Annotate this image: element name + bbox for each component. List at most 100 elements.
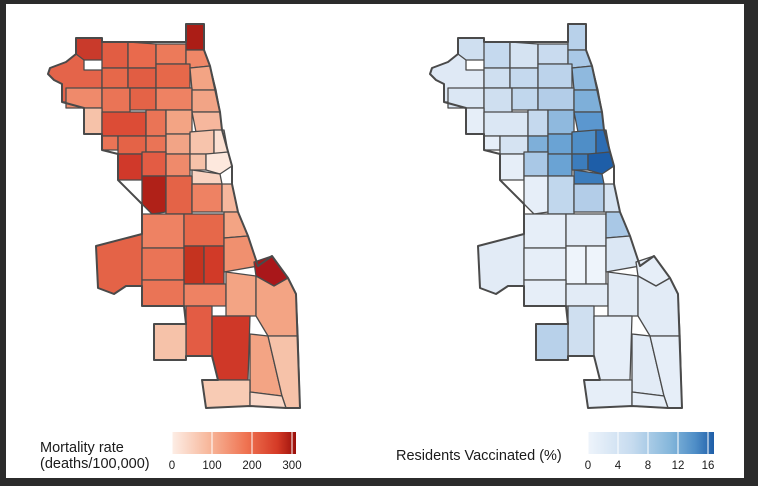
mortality-tick-label: 100 — [202, 460, 222, 472]
community-area — [101, 87, 131, 115]
community-area — [547, 175, 575, 215]
community-area — [537, 63, 573, 89]
community-area — [483, 87, 513, 115]
community-area — [457, 37, 487, 61]
mortality-bar-ticks — [171, 432, 293, 454]
community-area — [523, 247, 567, 281]
community-area — [565, 213, 607, 247]
mortality-legend-title-line1: Mortality rate — [40, 440, 124, 456]
community-area — [203, 245, 225, 285]
community-area — [141, 175, 167, 215]
community-area — [75, 37, 105, 61]
community-area — [223, 235, 259, 273]
maps-canvas — [47, 23, 714, 454]
community-area — [185, 305, 213, 357]
community-area — [509, 41, 539, 69]
mortality-legend-title-line2: (deaths/100,000) — [40, 456, 150, 472]
community-area — [537, 43, 569, 65]
community-area — [547, 133, 573, 155]
community-area — [483, 67, 511, 89]
vaccination-tick-label: 8 — [644, 460, 652, 472]
community-area — [155, 63, 191, 89]
city-outline — [429, 23, 683, 409]
community-area — [499, 135, 529, 155]
community-area — [83, 107, 103, 135]
community-area — [523, 213, 567, 249]
community-area — [483, 135, 501, 151]
community-area — [101, 41, 129, 69]
community-area — [483, 111, 529, 137]
mortality-tick-label: 0 — [168, 460, 176, 472]
community-area — [141, 151, 167, 177]
community-area — [499, 153, 525, 181]
community-area — [141, 247, 185, 281]
community-area — [565, 283, 609, 307]
community-area — [165, 153, 191, 177]
vaccination-tick-label: 4 — [614, 460, 622, 472]
community-area — [573, 111, 605, 133]
community-area — [523, 279, 567, 307]
community-area — [155, 87, 193, 111]
community-area — [165, 133, 191, 155]
community-area — [191, 111, 223, 133]
community-area — [523, 151, 549, 177]
community-area — [547, 109, 575, 135]
community-area — [587, 151, 615, 175]
vaccination-tick-label: 0 — [584, 460, 592, 472]
community-area — [225, 271, 257, 317]
vaccination-tick-label: 12 — [671, 460, 685, 472]
community-area — [537, 87, 575, 111]
community-area — [465, 107, 485, 135]
community-area — [185, 23, 205, 51]
community-area — [101, 111, 147, 137]
vaccination-map — [429, 23, 683, 409]
community-area — [573, 183, 605, 213]
community-area — [117, 135, 147, 155]
community-area — [141, 213, 185, 249]
community-area — [583, 379, 633, 409]
community-area — [605, 235, 641, 273]
community-area — [127, 67, 157, 89]
mortality-tick-label: 200 — [242, 460, 262, 472]
community-area — [509, 67, 539, 89]
community-area — [527, 135, 549, 153]
community-area — [189, 129, 215, 155]
community-area — [191, 183, 223, 213]
community-area — [183, 213, 225, 247]
community-area — [201, 379, 251, 409]
city-outline — [47, 23, 301, 409]
figure-panel: Mortality rate (deaths/100,000) 0 100 20… — [6, 4, 744, 478]
community-area — [165, 109, 193, 135]
community-area — [593, 315, 633, 381]
community-area — [183, 245, 205, 285]
vaccination-tick-label: 16 — [701, 460, 715, 472]
community-area — [571, 129, 597, 155]
community-area — [155, 43, 187, 65]
vaccination-legend-title: Residents Vaccinated (%) — [396, 448, 562, 464]
community-area — [117, 153, 143, 181]
community-area — [165, 175, 193, 215]
mortality-color-bar — [172, 432, 296, 454]
mortality-tick-label: 300 — [282, 460, 302, 472]
community-area — [565, 245, 587, 285]
community-area — [211, 315, 251, 381]
community-area — [523, 175, 549, 215]
community-area — [571, 153, 589, 171]
community-area — [145, 109, 167, 137]
community-area — [547, 153, 573, 177]
community-area — [189, 153, 207, 171]
community-area — [567, 23, 587, 51]
community-area — [145, 135, 167, 153]
vaccination-color-bar — [588, 432, 714, 454]
community-area — [607, 271, 639, 317]
community-area — [567, 305, 595, 357]
community-area — [127, 41, 157, 69]
community-area — [129, 87, 157, 111]
community-area — [141, 279, 185, 307]
community-area — [153, 323, 187, 361]
community-area — [205, 151, 233, 175]
community-area — [511, 87, 539, 111]
vaccination-bar-ticks — [587, 432, 709, 454]
community-area — [101, 67, 129, 89]
community-area — [483, 41, 511, 69]
